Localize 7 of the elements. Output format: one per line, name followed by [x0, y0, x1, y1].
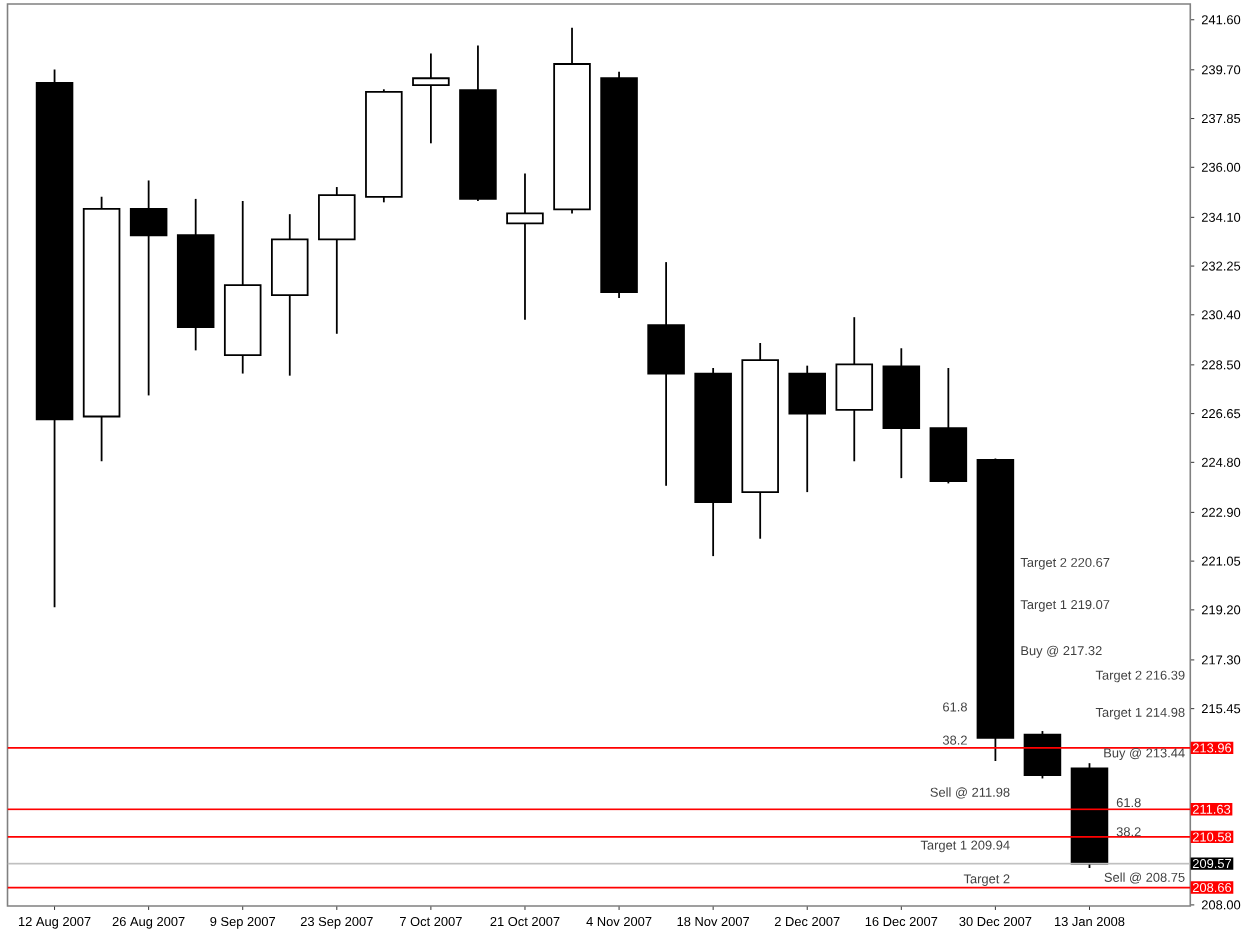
candlestick: [506, 172, 544, 321]
candlestick: [1023, 730, 1062, 780]
candlestick: [835, 316, 874, 463]
candlestick: [318, 186, 356, 335]
candlestick: [129, 179, 168, 397]
candlestick: [788, 364, 826, 494]
candlestick: [412, 52, 450, 145]
